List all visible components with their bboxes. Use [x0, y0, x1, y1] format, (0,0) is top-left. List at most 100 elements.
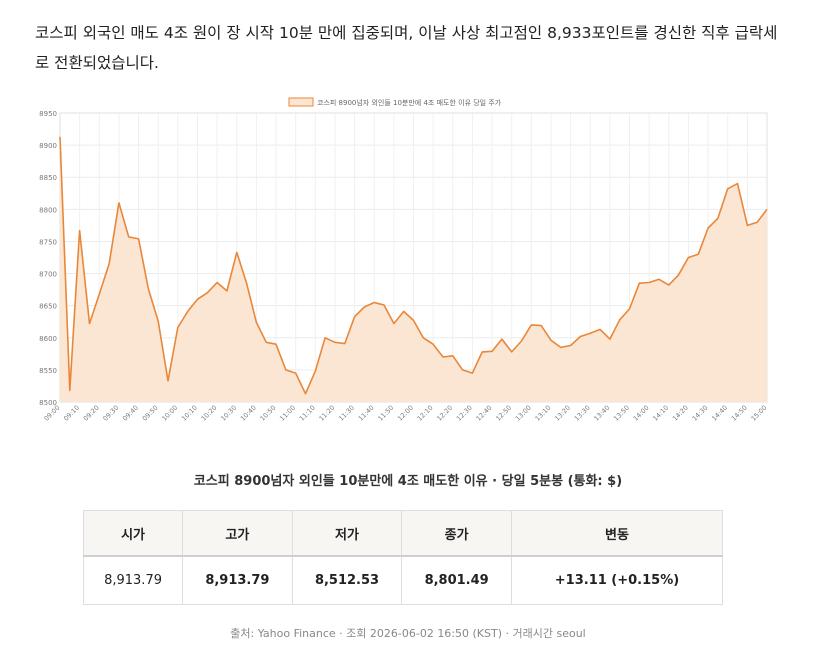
x-tick-label: 14:10	[651, 404, 670, 423]
x-tick-label: 11:20	[317, 404, 336, 423]
high-value: 8,913.79	[182, 555, 293, 605]
data-point[interactable]	[578, 334, 582, 338]
data-point[interactable]	[137, 237, 141, 241]
data-point[interactable]	[274, 342, 278, 346]
data-point[interactable]	[176, 326, 180, 330]
data-point[interactable]	[353, 315, 357, 319]
chart-legend[interactable]: 코스피 8900넘자 외인들 10분만에 4조 매도한 이유 당일 주가	[288, 97, 502, 107]
data-point[interactable]	[529, 323, 533, 327]
open-value: 8,913.79	[82, 555, 184, 605]
data-point[interactable]	[372, 300, 376, 304]
data-point[interactable]	[186, 309, 190, 313]
data-point[interactable]	[78, 229, 82, 233]
data-point[interactable]	[755, 220, 759, 224]
y-tick-label: 8550	[39, 367, 57, 375]
data-point[interactable]	[480, 350, 484, 354]
data-point[interactable]	[117, 201, 121, 205]
x-tick-label: 11:40	[357, 404, 376, 423]
header-open: 시가	[82, 510, 184, 557]
data-point[interactable]	[686, 256, 690, 260]
data-point[interactable]	[598, 327, 602, 331]
data-point[interactable]	[608, 337, 612, 341]
legend-label[interactable]: 코스피 8900넘자 외인들 10분만에 4조 매도한 이유 당일 주가	[317, 98, 502, 107]
data-point[interactable]	[402, 309, 406, 313]
data-point[interactable]	[87, 322, 91, 326]
data-point[interactable]	[667, 283, 671, 287]
data-point[interactable]	[628, 307, 632, 311]
y-tick-label: 8750	[39, 238, 57, 246]
data-point[interactable]	[215, 281, 219, 285]
data-point[interactable]	[569, 343, 573, 347]
data-point[interactable]	[323, 336, 327, 340]
x-tick-label: 10:20	[200, 404, 219, 423]
data-point[interactable]	[559, 345, 563, 349]
data-point[interactable]	[441, 355, 445, 359]
data-point[interactable]	[205, 291, 209, 295]
data-point[interactable]	[412, 318, 416, 322]
data-point[interactable]	[490, 349, 494, 353]
y-tick-label: 8650	[39, 303, 57, 311]
data-point[interactable]	[284, 368, 288, 372]
data-point[interactable]	[500, 337, 504, 341]
data-point[interactable]	[510, 350, 514, 354]
data-point[interactable]	[362, 305, 366, 309]
data-point[interactable]	[421, 336, 425, 340]
data-point[interactable]	[716, 216, 720, 220]
x-tick-label: 10:40	[239, 404, 258, 423]
data-point[interactable]	[706, 226, 710, 230]
price-series	[58, 135, 769, 403]
data-point[interactable]	[97, 292, 101, 296]
data-point[interactable]	[520, 339, 524, 343]
y-tick-label: 8850	[39, 174, 57, 182]
data-point[interactable]	[588, 331, 592, 335]
x-tick-label: 12:40	[475, 404, 494, 423]
data-point[interactable]	[470, 371, 474, 375]
data-point[interactable]	[127, 235, 131, 239]
data-point[interactable]	[736, 182, 740, 186]
ohlc-value-row: 8,913.79 8,913.79 8,512.53 8,801.49 +13.…	[82, 555, 724, 605]
x-tick-label: 13:00	[514, 404, 533, 423]
data-point[interactable]	[245, 281, 249, 285]
y-tick-label: 8600	[39, 335, 57, 343]
y-tick-label: 8950	[39, 110, 57, 118]
data-point[interactable]	[303, 392, 307, 396]
x-tick-label: 09:20	[82, 404, 101, 423]
data-point[interactable]	[333, 340, 337, 344]
data-point[interactable]	[618, 318, 622, 322]
data-point[interactable]	[677, 273, 681, 277]
data-point[interactable]	[343, 342, 347, 346]
ohlc-header-row: 시가 고가 저가 종가 변동	[82, 510, 724, 557]
data-point[interactable]	[657, 277, 661, 281]
data-point[interactable]	[156, 319, 160, 323]
data-point[interactable]	[637, 281, 641, 285]
data-point[interactable]	[294, 371, 298, 375]
data-point[interactable]	[195, 297, 199, 301]
data-point[interactable]	[166, 379, 170, 383]
data-point[interactable]	[225, 289, 229, 293]
data-point[interactable]	[461, 368, 465, 372]
data-point[interactable]	[726, 187, 730, 191]
data-point[interactable]	[146, 287, 150, 291]
x-tick-label: 12:30	[455, 404, 474, 423]
data-point[interactable]	[107, 262, 111, 266]
data-point[interactable]	[745, 223, 749, 227]
data-point[interactable]	[254, 320, 258, 324]
x-tick-label: 12:10	[416, 404, 435, 423]
data-point[interactable]	[451, 354, 455, 358]
x-tick-label: 12:20	[435, 404, 454, 423]
data-point[interactable]	[68, 388, 72, 392]
data-point[interactable]	[264, 340, 268, 344]
data-point[interactable]	[539, 324, 543, 328]
legend-swatch[interactable]	[288, 97, 314, 107]
data-point[interactable]	[235, 250, 239, 254]
price-line	[59, 136, 768, 395]
data-point[interactable]	[58, 135, 62, 139]
data-point[interactable]	[765, 207, 769, 211]
data-point[interactable]	[696, 252, 700, 256]
data-point[interactable]	[313, 369, 317, 373]
data-point[interactable]	[549, 338, 553, 342]
data-point[interactable]	[382, 303, 386, 307]
data-point[interactable]	[392, 322, 396, 326]
data-point[interactable]	[647, 281, 651, 285]
data-point[interactable]	[431, 342, 435, 346]
